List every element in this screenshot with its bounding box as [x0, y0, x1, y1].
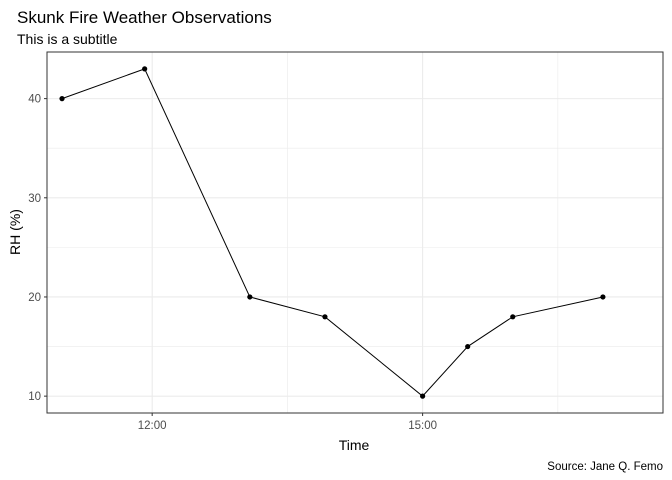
chart-subtitle: This is a subtitle: [17, 31, 118, 47]
data-point: [247, 294, 253, 300]
x-axis: 12:00 15:00: [138, 413, 437, 432]
plot-panel: [46, 51, 664, 414]
y-tick-label: 20: [28, 292, 41, 304]
data-point: [322, 314, 328, 320]
grid-minor: [47, 52, 663, 413]
y-axis: 10 20 30 40: [28, 94, 47, 403]
y-tick-label: 40: [28, 94, 41, 106]
x-tick-label: 12:00: [138, 420, 167, 432]
series-points: [59, 66, 606, 399]
chart-caption: Source: Jane Q. Femo: [547, 461, 663, 473]
data-point: [510, 314, 516, 320]
data-point: [600, 294, 606, 300]
y-axis-title: RH (%): [7, 209, 23, 255]
y-tick-label: 10: [28, 391, 41, 403]
data-point: [465, 343, 471, 350]
data-point: [59, 96, 65, 102]
data-point: [142, 66, 148, 72]
chart-title: Skunk Fire Weather Observations: [17, 8, 272, 27]
series-line: [61, 68, 604, 397]
data-point: [420, 393, 426, 399]
grid-major: [47, 52, 663, 413]
x-tick-label: 15:00: [408, 420, 437, 432]
y-tick-label: 30: [28, 193, 41, 205]
x-axis-title: Time: [339, 437, 370, 453]
